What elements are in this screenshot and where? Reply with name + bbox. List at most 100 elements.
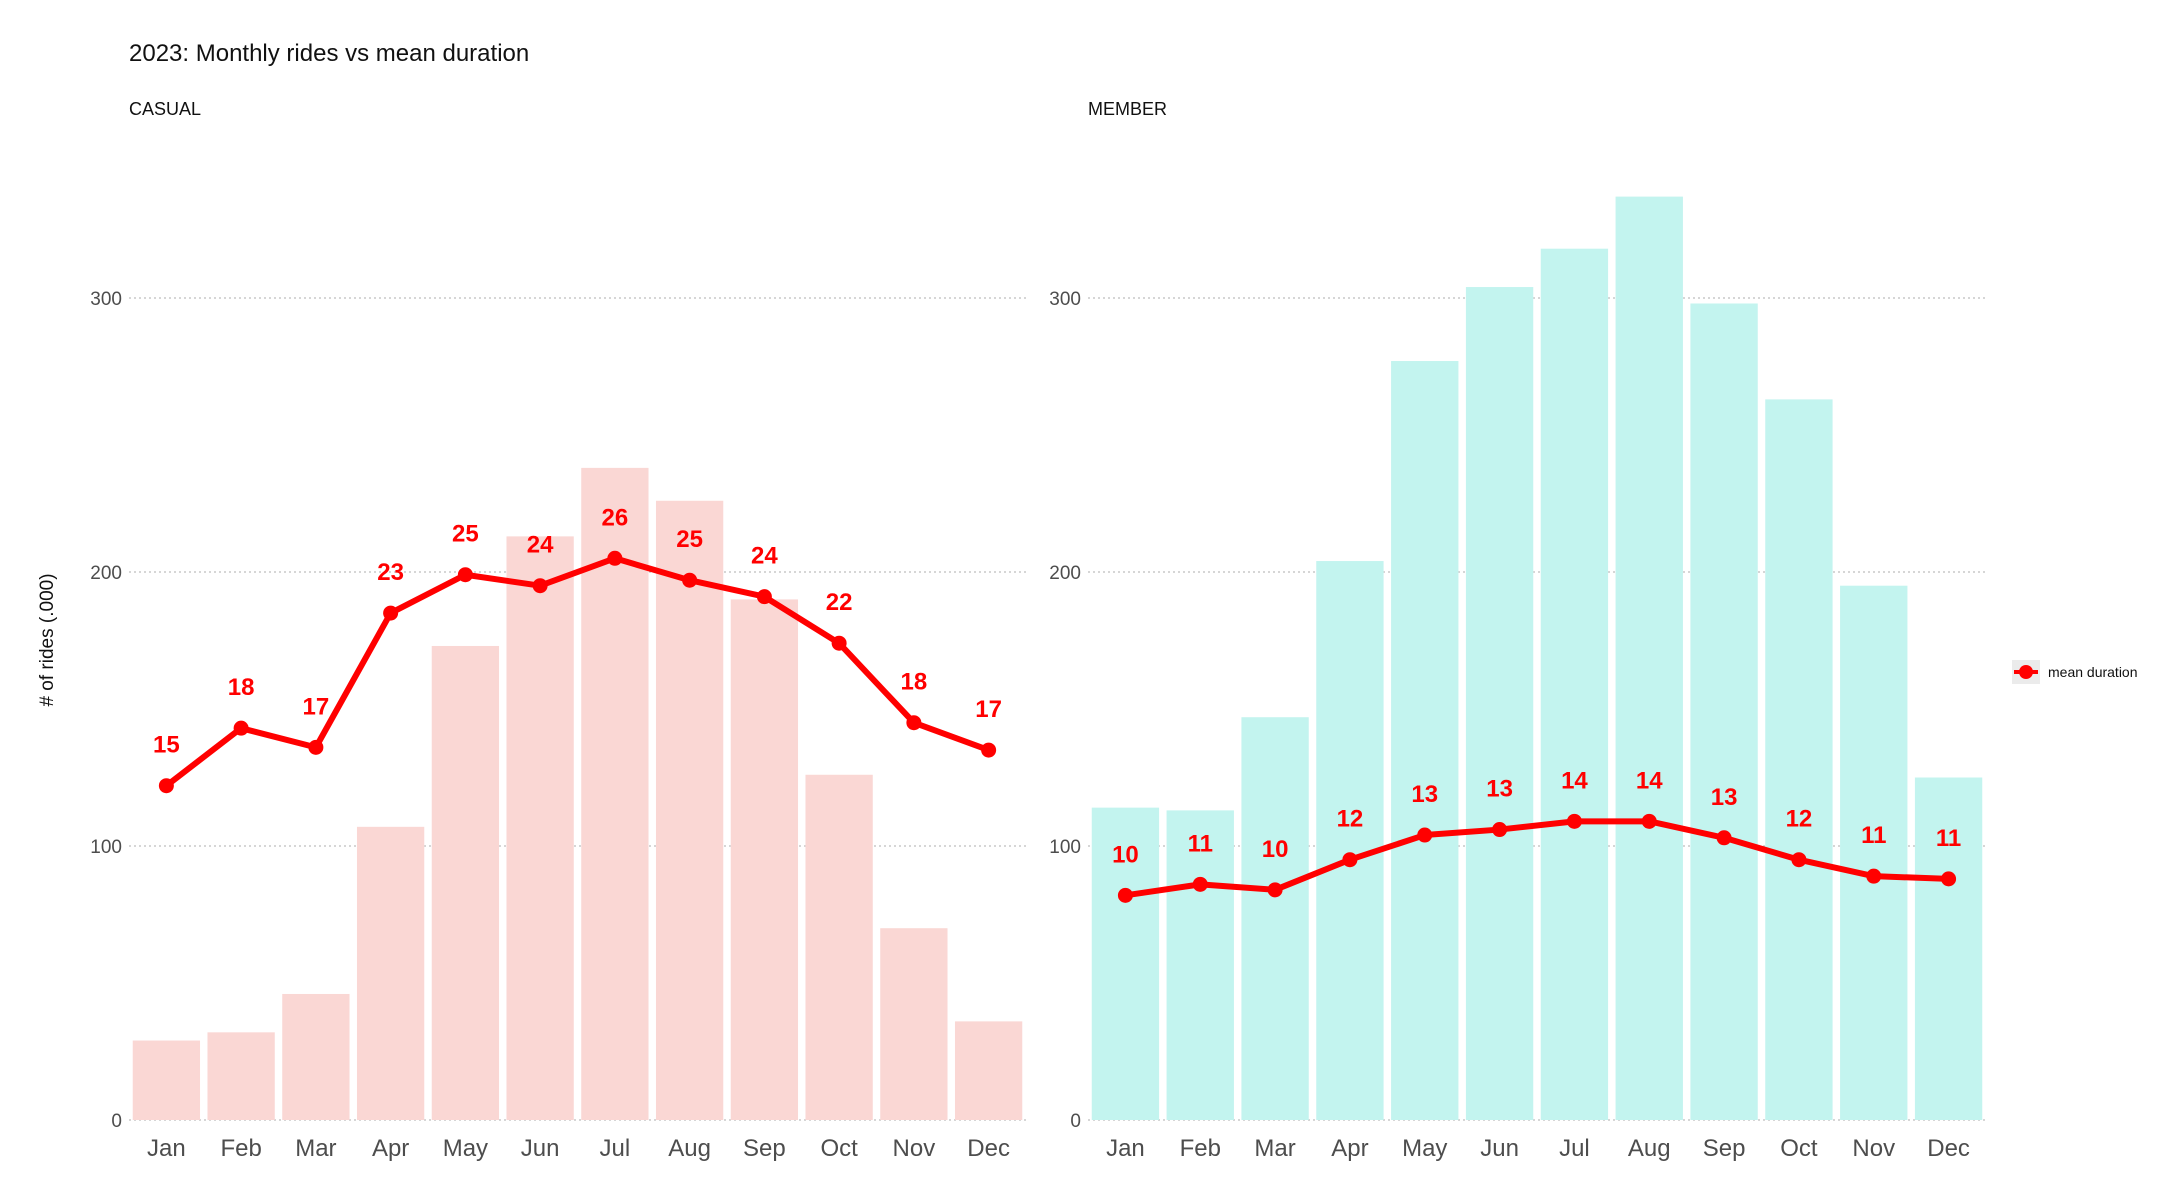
x-tick-label-casual: Sep xyxy=(743,1135,786,1162)
point-mean-duration-member xyxy=(1866,868,1882,884)
point-mean-duration-casual xyxy=(682,572,698,588)
line-mean-duration-casual xyxy=(163,555,992,789)
x-tick-label-casual: Nov xyxy=(893,1135,936,1162)
data-label-mean-duration-casual: 24 xyxy=(527,532,554,559)
facet-label-casual: CASUAL xyxy=(129,99,202,119)
x-tick-label-member: Apr xyxy=(1331,1135,1368,1162)
legend: mean duration xyxy=(2012,660,2138,684)
bar-casual-jun xyxy=(506,536,574,1120)
point-mean-duration-member xyxy=(1641,813,1657,829)
data-label-mean-duration-member: 13 xyxy=(1411,781,1438,808)
data-label-mean-duration-casual: 17 xyxy=(975,696,1002,723)
x-tick-label-member: Aug xyxy=(1628,1135,1671,1162)
bar-casual-oct xyxy=(805,774,873,1120)
bar-casual-jan xyxy=(132,1040,201,1120)
data-label-mean-duration-member: 11 xyxy=(1936,825,1961,852)
data-label-mean-duration-casual: 18 xyxy=(901,669,928,696)
x-tick-label-member: Jun xyxy=(1480,1135,1519,1162)
y-tick-label-casual: 200 xyxy=(90,563,122,584)
point-mean-duration-casual xyxy=(457,567,473,583)
point-mean-duration-member xyxy=(1791,852,1807,868)
bar-member-apr xyxy=(1316,561,1384,1120)
bar-casual-may xyxy=(431,645,500,1120)
x-tick-label-member: Mar xyxy=(1254,1135,1295,1162)
point-mean-duration-casual xyxy=(233,720,249,736)
bar-member-nov xyxy=(1840,585,1908,1120)
x-tick-label-member: Feb xyxy=(1180,1135,1221,1162)
point-mean-duration-member xyxy=(1492,822,1508,838)
bar-casual-sep xyxy=(730,599,799,1120)
data-label-mean-duration-casual: 26 xyxy=(602,504,629,531)
bar-member-may xyxy=(1391,361,1459,1120)
x-tick-label-member: Oct xyxy=(1780,1135,1818,1162)
point-mean-duration-member xyxy=(1192,876,1208,892)
line-mean-duration-member xyxy=(1122,818,1952,899)
bar-casual-mar xyxy=(282,993,350,1120)
point-mean-duration-casual xyxy=(308,739,324,755)
data-label-mean-duration-member: 13 xyxy=(1486,776,1513,803)
point-mean-duration-casual xyxy=(831,635,847,651)
point-mean-duration-casual xyxy=(532,578,548,594)
facet-label-member: MEMBER xyxy=(1088,99,1168,119)
x-tick-label-member: May xyxy=(1402,1135,1447,1162)
x-tick-label-member: Jul xyxy=(1559,1135,1590,1162)
chart-title: 2023: Monthly rides vs mean duration xyxy=(129,40,530,67)
bar-member-sep xyxy=(1690,303,1758,1121)
bar-member-aug xyxy=(1615,196,1683,1120)
bar-casual-feb xyxy=(207,1032,275,1120)
data-label-mean-duration-casual: 23 xyxy=(377,559,404,586)
point-mean-duration-member xyxy=(1566,813,1582,829)
data-label-mean-duration-member: 11 xyxy=(1861,822,1886,849)
x-tick-label-casual: Oct xyxy=(820,1135,858,1162)
point-mean-duration-casual xyxy=(383,605,399,621)
x-tick-label-member: Jan xyxy=(1106,1135,1145,1162)
point-mean-duration-casual xyxy=(158,778,174,794)
point-mean-duration-casual xyxy=(906,715,922,731)
x-tick-label-casual: Jun xyxy=(521,1135,560,1162)
y-tick-label-casual: 0 xyxy=(111,1111,122,1132)
point-mean-duration-member xyxy=(1342,852,1358,868)
x-tick-label-casual: May xyxy=(443,1135,488,1162)
bar-member-oct xyxy=(1765,399,1833,1120)
y-tick-label-casual: 100 xyxy=(90,837,122,858)
data-label-mean-duration-casual: 25 xyxy=(676,526,703,553)
x-tick-label-casual: Feb xyxy=(220,1135,261,1162)
data-label-mean-duration-member: 10 xyxy=(1262,836,1289,863)
point-mean-duration-member xyxy=(1267,882,1283,898)
point-mean-duration-member xyxy=(1117,887,1133,903)
bar-casual-aug xyxy=(655,500,724,1120)
x-tick-label-casual: Apr xyxy=(372,1135,409,1162)
x-tick-label-member: Nov xyxy=(1852,1135,1895,1162)
point-mean-duration-member xyxy=(1417,827,1433,843)
x-tick-label-casual: Jul xyxy=(600,1135,631,1162)
point-mean-duration-casual xyxy=(607,550,623,566)
bar-casual-nov xyxy=(880,928,948,1120)
data-label-mean-duration-casual: 22 xyxy=(826,589,853,616)
legend-label: mean duration xyxy=(2048,664,2138,680)
bar-member-feb xyxy=(1166,810,1234,1120)
data-label-mean-duration-casual: 17 xyxy=(303,693,330,720)
data-label-mean-duration-casual: 25 xyxy=(452,521,479,548)
point-mean-duration-member xyxy=(1941,871,1957,887)
bar-casual-apr xyxy=(356,826,425,1120)
data-label-mean-duration-member: 11 xyxy=(1188,830,1213,857)
data-label-mean-duration-casual: 24 xyxy=(751,543,778,570)
y-tick-label-casual: 300 xyxy=(90,289,122,310)
x-tick-label-casual: Jan xyxy=(147,1135,186,1162)
y-tick-label-member: 0 xyxy=(1070,1111,1081,1132)
bar-member-dec xyxy=(1914,777,1983,1120)
bar-casual-dec xyxy=(954,1021,1023,1120)
data-label-mean-duration-member: 10 xyxy=(1112,841,1139,868)
data-label-mean-duration-casual: 15 xyxy=(153,732,180,759)
point-mean-duration-casual xyxy=(756,589,772,605)
data-label-mean-duration-member: 14 xyxy=(1636,767,1663,794)
y-tick-label-member: 200 xyxy=(1049,563,1081,584)
bar-member-mar xyxy=(1241,717,1309,1120)
data-label-mean-duration-member: 12 xyxy=(1337,806,1364,833)
point-mean-duration-member xyxy=(1716,830,1732,846)
point-mean-duration-casual xyxy=(981,742,997,758)
x-tick-label-member: Dec xyxy=(1927,1135,1970,1162)
legend-key-mean-duration xyxy=(2012,660,2040,684)
